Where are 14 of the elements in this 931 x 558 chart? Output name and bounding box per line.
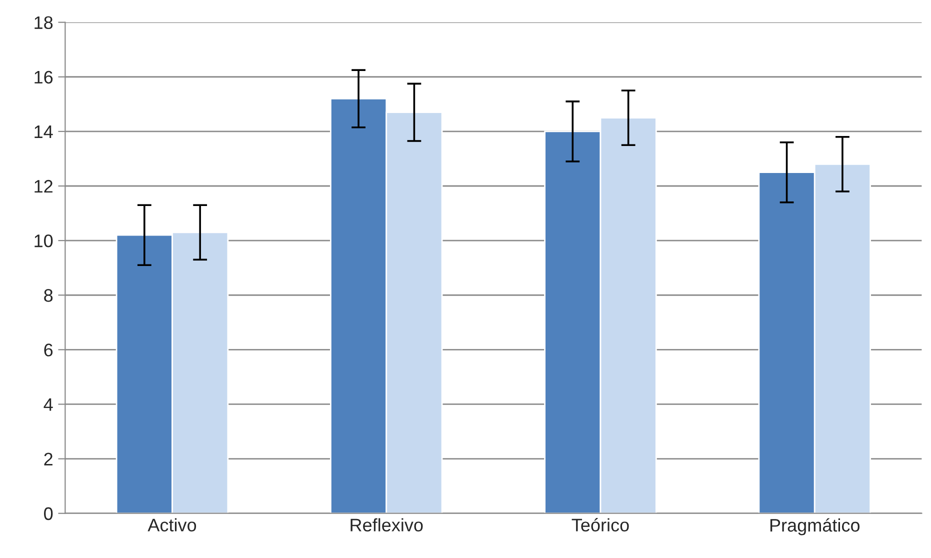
y-tick-label: 18	[34, 16, 53, 30]
y-tick-label: 6	[44, 344, 53, 356]
x-tick-label: Activo	[148, 518, 196, 532]
x-tick-label: Pragmático	[770, 518, 860, 536]
x-tick-label: Teórico	[572, 518, 629, 532]
y-tick-label: 2	[44, 452, 52, 466]
y-tick-label: 0	[44, 507, 53, 520]
y-tick-label: 16	[34, 70, 53, 84]
y-tick-label: 12	[34, 180, 52, 193]
y-tick-label: 14	[34, 126, 53, 138]
y-tick-label: 8	[44, 289, 53, 302]
y-tick-label: 10	[34, 234, 53, 248]
y-tick-label: 4	[44, 398, 53, 411]
x-tick-label: Reflexivo	[350, 518, 423, 532]
